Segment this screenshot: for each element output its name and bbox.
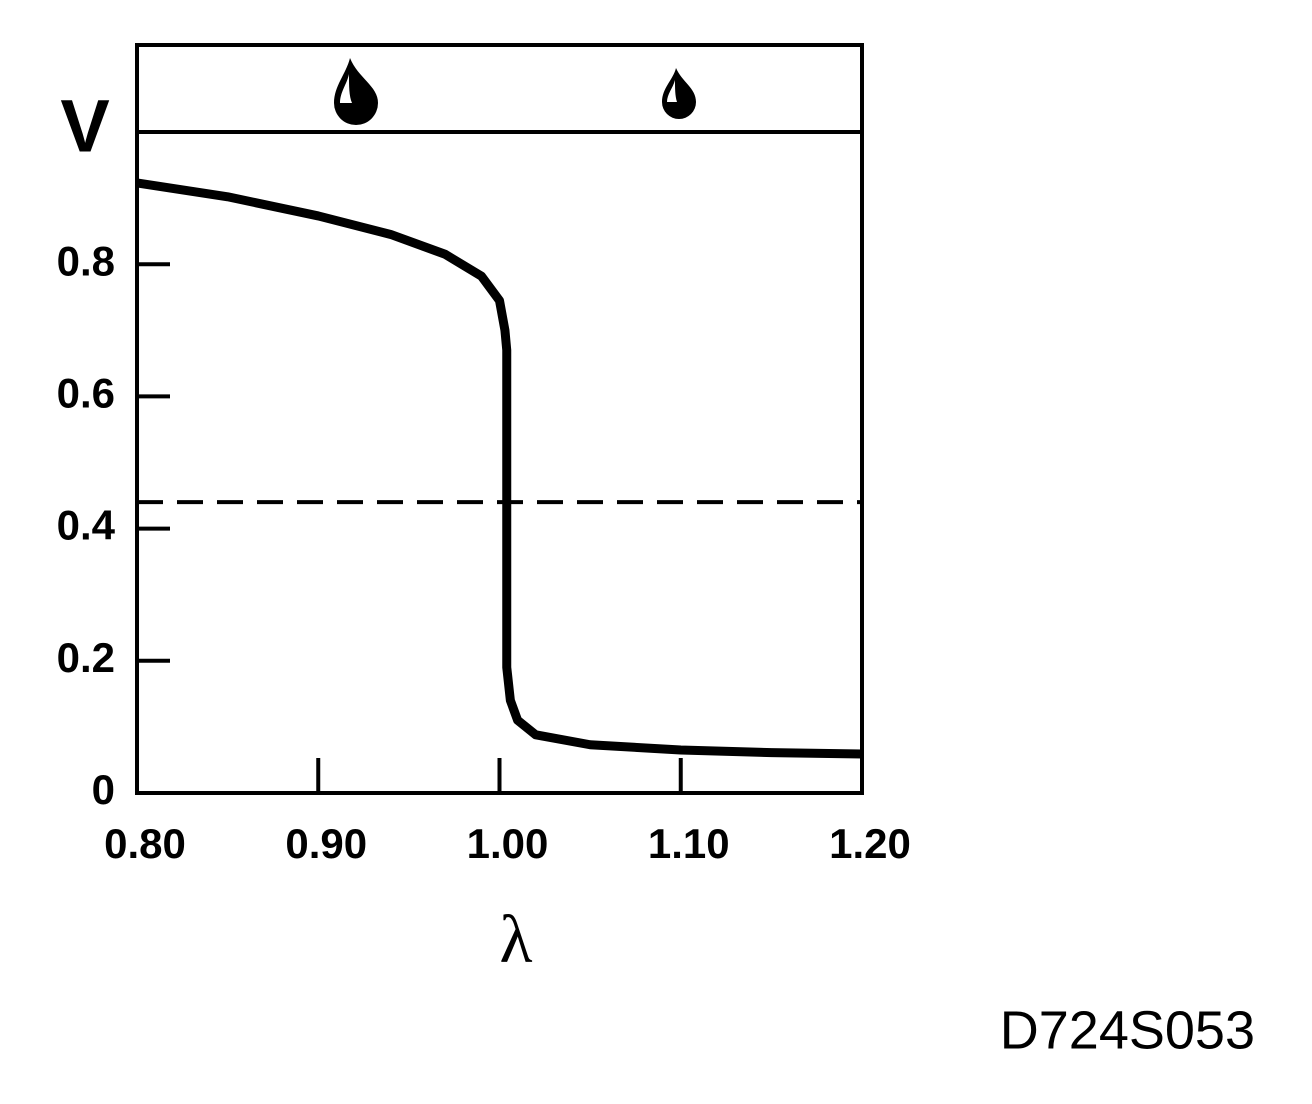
y-axis-label: V (60, 85, 109, 168)
x-tick-label: 1.20 (829, 820, 911, 867)
x-tick-label: 1.10 (648, 820, 730, 867)
droplet-large (334, 58, 378, 126)
curve (136, 178, 863, 759)
x-axis-label: λ (500, 901, 533, 977)
y-tick-label: 0.6 (57, 369, 115, 416)
y-tick-label: 0 (92, 766, 115, 813)
y-tick-label: 0.4 (57, 502, 116, 549)
y-tick-label: 0.2 (57, 634, 115, 681)
y-tick-label: 0.8 (57, 237, 115, 284)
x-tick-label: 0.80 (104, 820, 186, 867)
plot-frame (135, 43, 864, 795)
x-tick-label: 0.90 (285, 820, 367, 867)
x-tick-label: 1.00 (467, 820, 549, 867)
droplet-small (662, 68, 696, 119)
figure-code: D724S053 (1000, 1000, 1255, 1060)
